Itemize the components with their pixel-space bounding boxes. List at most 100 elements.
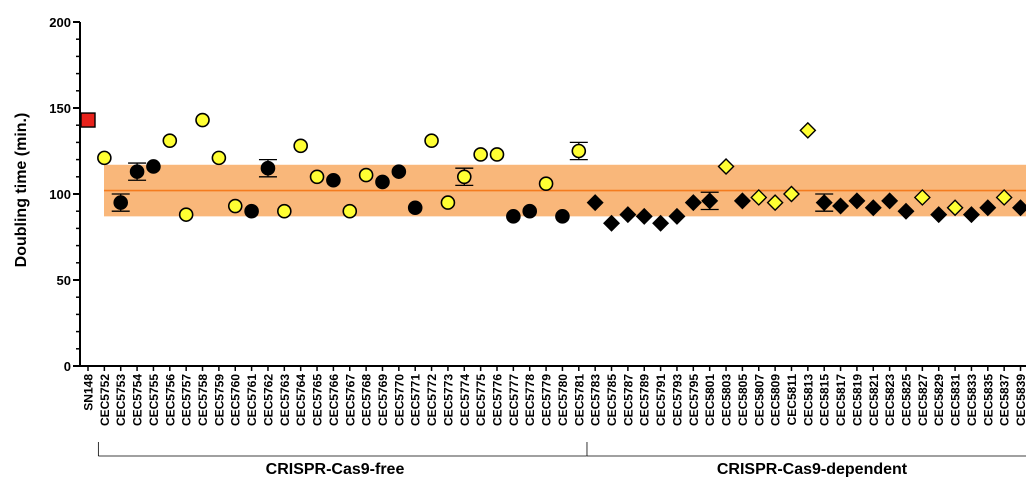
circle-marker (244, 203, 259, 219)
diamond-marker (603, 214, 621, 232)
circle-marker (277, 203, 292, 219)
x-tick-label-CEC5776: CEC5776 (491, 374, 505, 426)
circle-marker (506, 209, 521, 224)
diamond-marker (881, 192, 899, 210)
x-tick-label-CEC5759: CEC5759 (212, 374, 226, 426)
x-tick-label-CEC5813: CEC5813 (801, 374, 815, 426)
diamond-marker (799, 121, 817, 139)
data-point-CEC5785 (603, 214, 621, 232)
x-tick-label-CEC5823: CEC5823 (883, 374, 897, 426)
data-points (80, 112, 1026, 232)
x-tick-label-CEC5835: CEC5835 (981, 374, 995, 426)
x-tick-label-CEC5772: CEC5772 (425, 374, 439, 426)
data-point-CEC5775 (473, 147, 488, 162)
x-tick-label-CEC5789: CEC5789 (638, 374, 652, 426)
data-point-CEC5819 (848, 192, 866, 210)
circle-marker (178, 207, 194, 222)
group-label: CRISPR-Cas9-dependent (717, 461, 908, 477)
x-tick-label-CEC5765: CEC5765 (311, 374, 325, 426)
circle-marker (162, 133, 178, 148)
x-tick-label-CEC5831: CEC5831 (949, 374, 963, 426)
data-point-CEC5825 (897, 202, 915, 220)
diamond-marker (930, 206, 948, 224)
x-tick-label-CEC5803: CEC5803 (720, 374, 734, 426)
data-point-CEC5833 (962, 206, 980, 224)
circle-marker (260, 160, 276, 176)
data-point-CEC5823 (881, 192, 899, 210)
data-point-CEC5757 (178, 207, 194, 222)
diamond-marker (766, 194, 784, 212)
diamond-marker (832, 197, 850, 215)
data-point-CEC5811 (782, 185, 800, 203)
data-point-CEC5769 (375, 174, 390, 190)
x-tick-label-CEC5781: CEC5781 (572, 374, 586, 426)
data-point-CEC5791 (652, 214, 670, 232)
circle-marker (522, 203, 538, 219)
data-point-CEC5760 (227, 198, 243, 214)
data-point-CEC5793 (668, 207, 686, 225)
data-point-CEC5770 (391, 164, 407, 179)
diamond-marker (750, 188, 768, 206)
circle-marker (440, 195, 456, 210)
circle-marker (391, 164, 407, 179)
circle-marker (293, 138, 308, 154)
circle-marker (326, 172, 341, 188)
x-tick-label-CEC5817: CEC5817 (834, 374, 848, 426)
x-tick-label-CEC5809: CEC5809 (769, 374, 783, 426)
circle-marker (211, 150, 227, 166)
x-tick-label-CEC5805: CEC5805 (736, 374, 750, 426)
circle-marker (538, 176, 554, 191)
y-axis-title: Doubling time (min.) (13, 113, 30, 268)
x-tick-label-CEC5780: CEC5780 (556, 374, 570, 426)
x-tick-label-CEC5827: CEC5827 (916, 374, 930, 426)
data-point-CEC5773 (440, 195, 456, 210)
data-point-CEC5772 (424, 133, 439, 148)
x-tick-label-SN148: SN148 (82, 374, 96, 411)
x-tick-label-CEC5752: CEC5752 (98, 374, 112, 426)
data-point-CEC5759 (211, 150, 227, 166)
diamond-marker (619, 206, 637, 224)
x-tick-label-CEC5764: CEC5764 (294, 374, 308, 426)
x-tick-label-CEC5825: CEC5825 (900, 374, 914, 426)
diamond-marker (701, 192, 719, 210)
y-tick-label: 50 (57, 273, 71, 288)
x-tick-label-CEC5761: CEC5761 (245, 374, 259, 426)
x-tick-label-CEC5795: CEC5795 (687, 374, 701, 426)
x-tick-labels: SN148 CEC5752 CEC5753 CEC5754 CEC5755 CEC5756… (82, 374, 1026, 426)
x-tick-label-CEC5811: CEC5811 (785, 374, 799, 426)
x-tick-label-CEC5785: CEC5785 (605, 374, 619, 426)
x-tick-label-CEC5763: CEC5763 (278, 374, 292, 426)
x-tick-label-CEC5755: CEC5755 (147, 374, 161, 426)
x-tick-label-CEC5829: CEC5829 (932, 374, 946, 426)
x-tick-label-CEC5754: CEC5754 (131, 374, 145, 426)
data-point-CEC5753 (111, 193, 130, 212)
x-tick-label-CEC5787: CEC5787 (621, 374, 635, 426)
x-tick-label-CEC5766: CEC5766 (327, 374, 341, 426)
x-tick-label-CEC5767: CEC5767 (343, 374, 357, 426)
diamond-marker (717, 157, 735, 175)
data-point-CEC5778 (522, 203, 538, 219)
data-point-CEC5821 (864, 199, 882, 217)
x-tick-label-CEC5793: CEC5793 (670, 374, 684, 426)
data-point-CEC5781 (569, 141, 588, 161)
data-point-CEC5777 (506, 209, 521, 224)
diamond-marker (733, 192, 751, 210)
data-point-CEC5765 (309, 169, 325, 185)
x-tick-label-CEC5833: CEC5833 (965, 374, 979, 426)
diamond-marker (962, 206, 980, 224)
circle-marker (407, 200, 423, 216)
x-tick-label-CEC5815: CEC5815 (818, 374, 832, 426)
data-point-CEC5831 (946, 199, 964, 217)
diamond-marker (946, 199, 964, 217)
data-point-CEC5763 (277, 203, 292, 219)
data-point-CEC5809 (766, 194, 784, 212)
data-point-CEC5767 (342, 203, 358, 219)
confidence-band (104, 164, 1026, 217)
axes: 0 50 100 150 200 (49, 15, 1026, 374)
x-tick-label-CEC5821: CEC5821 (867, 374, 881, 426)
data-point-CEC5795 (684, 194, 702, 212)
data-point-CEC5783 (586, 194, 604, 212)
diamond-marker (586, 194, 604, 212)
data-point-CEC5758 (195, 112, 210, 128)
data-point-CEC5774 (455, 167, 474, 187)
